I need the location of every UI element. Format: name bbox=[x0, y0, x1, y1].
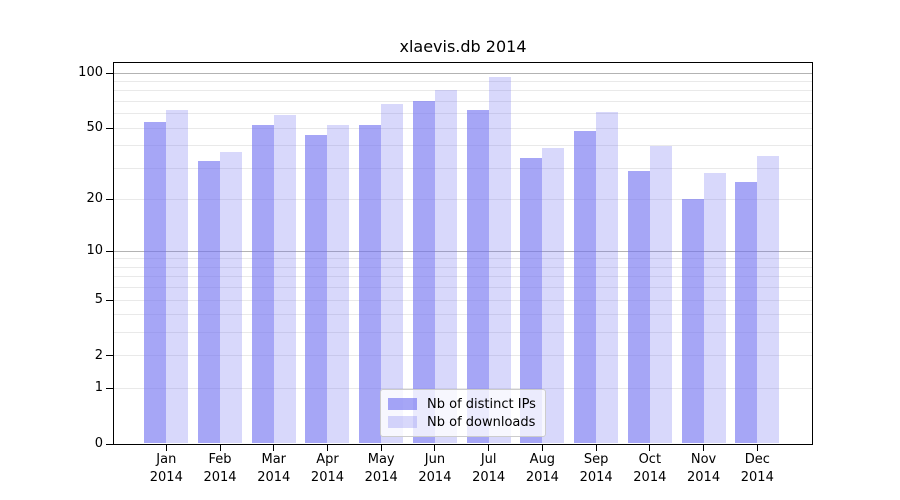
bar-apr-distinct-ips bbox=[305, 134, 328, 443]
bar-nov-distinct-ips bbox=[681, 199, 704, 443]
x-tick-label-jul: Jul 2014 bbox=[472, 452, 506, 485]
y-tick-label-0: 0 bbox=[94, 436, 103, 451]
bar-dec-distinct-ips bbox=[735, 182, 758, 443]
gridline-100 bbox=[114, 72, 812, 74]
legend-label-distinct-ips: Nb of distinct IPs bbox=[427, 396, 536, 412]
x-tick-jun bbox=[434, 445, 436, 451]
y-tick-label-1: 1 bbox=[94, 380, 103, 396]
bar-jun-downloads bbox=[434, 89, 457, 443]
gridline-5 bbox=[114, 299, 812, 301]
gridline-6 bbox=[114, 287, 812, 289]
bar-may-downloads bbox=[381, 103, 404, 443]
x-tick-may bbox=[380, 445, 382, 451]
bar-jan-downloads bbox=[166, 109, 189, 443]
x-tick-label-jun: Jun 2014 bbox=[418, 452, 452, 485]
gridline-8 bbox=[114, 266, 812, 268]
bar-aug-downloads bbox=[542, 147, 565, 443]
bar-sep-downloads bbox=[596, 112, 619, 443]
gridline-3 bbox=[114, 332, 812, 334]
gridline-4 bbox=[114, 314, 812, 316]
gridline-80 bbox=[114, 90, 812, 92]
y-tick-5 bbox=[106, 299, 113, 301]
bar-feb-distinct-ips bbox=[198, 160, 221, 443]
bar-feb-downloads bbox=[220, 151, 243, 443]
bar-aug-distinct-ips bbox=[520, 158, 543, 443]
y-tick-label-5: 5 bbox=[94, 292, 103, 307]
gridline-20 bbox=[114, 198, 812, 200]
bar-nov-downloads bbox=[703, 173, 726, 443]
legend: Nb of distinct IPs Nb of downloads bbox=[380, 389, 546, 437]
y-tick-1 bbox=[106, 387, 113, 389]
bar-apr-downloads bbox=[327, 124, 350, 443]
x-tick-feb bbox=[219, 445, 221, 451]
y-tick-label-10: 10 bbox=[86, 243, 103, 259]
legend-swatch-downloads bbox=[388, 416, 417, 428]
y-tick-20 bbox=[106, 198, 113, 200]
y-tick-0 bbox=[106, 443, 113, 445]
bar-jan-distinct-ips bbox=[144, 121, 167, 443]
x-tick-label-dec: Dec 2014 bbox=[740, 452, 774, 485]
y-tick-label-100: 100 bbox=[78, 65, 103, 81]
bar-sep-distinct-ips bbox=[574, 131, 597, 443]
x-tick-oct bbox=[649, 445, 651, 451]
x-tick-label-may: May 2014 bbox=[364, 452, 398, 485]
x-tick-jan bbox=[165, 445, 167, 451]
bar-oct-distinct-ips bbox=[627, 170, 650, 443]
x-tick-label-feb: Feb 2014 bbox=[203, 452, 237, 485]
x-tick-label-mar: Mar 2014 bbox=[257, 452, 291, 485]
y-tick-label-20: 20 bbox=[86, 191, 103, 207]
y-tick-50 bbox=[106, 127, 113, 129]
y-tick-label-50: 50 bbox=[86, 120, 103, 136]
x-tick-label-sep: Sep 2014 bbox=[579, 452, 613, 485]
x-tick-dec bbox=[756, 445, 758, 451]
bar-mar-distinct-ips bbox=[251, 124, 274, 443]
gridline-90 bbox=[114, 81, 812, 82]
legend-label-downloads: Nb of downloads bbox=[427, 414, 536, 430]
x-tick-label-oct: Oct 2014 bbox=[633, 452, 667, 485]
x-tick-mar bbox=[273, 445, 275, 451]
x-tick-label-nov: Nov 2014 bbox=[687, 452, 721, 485]
bar-jun-distinct-ips bbox=[412, 101, 435, 443]
y-tick-100 bbox=[106, 72, 113, 74]
x-tick-aug bbox=[541, 445, 543, 451]
gridline-50 bbox=[114, 127, 812, 129]
y-tick-2 bbox=[106, 355, 113, 357]
bar-oct-downloads bbox=[649, 145, 672, 443]
gridline-10 bbox=[114, 250, 812, 252]
bar-jul-downloads bbox=[488, 77, 511, 443]
gridline-70 bbox=[114, 100, 812, 102]
x-tick-apr bbox=[326, 445, 328, 451]
gridline-1 bbox=[114, 387, 812, 389]
x-tick-label-jan: Jan 2014 bbox=[149, 452, 183, 485]
x-tick-jul bbox=[488, 445, 490, 451]
legend-item-downloads: Nb of downloads bbox=[388, 413, 537, 431]
x-tick-sep bbox=[595, 445, 597, 451]
x-tick-label-aug: Aug 2014 bbox=[525, 452, 559, 485]
gridline-9 bbox=[114, 258, 812, 260]
legend-item-distinct-ips: Nb of distinct IPs bbox=[388, 395, 537, 413]
y-tick-label-2: 2 bbox=[94, 347, 103, 363]
x-tick-label-apr: Apr 2014 bbox=[310, 452, 345, 485]
y-tick-10 bbox=[106, 250, 113, 252]
gridline-30 bbox=[114, 167, 812, 169]
gridline-60 bbox=[114, 113, 812, 115]
bar-jul-distinct-ips bbox=[466, 109, 489, 443]
bar-dec-downloads bbox=[757, 156, 780, 443]
legend-swatch-distinct-ips bbox=[388, 398, 417, 410]
bar-may-distinct-ips bbox=[359, 124, 382, 443]
chart-title: xlaevis.db 2014 bbox=[399, 37, 527, 56]
x-tick-nov bbox=[703, 445, 705, 451]
gridline-2 bbox=[114, 355, 812, 357]
bar-mar-downloads bbox=[273, 114, 296, 443]
gridline-40 bbox=[114, 145, 812, 147]
gridline-7 bbox=[114, 276, 812, 278]
